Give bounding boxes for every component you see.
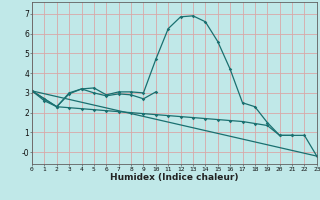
- X-axis label: Humidex (Indice chaleur): Humidex (Indice chaleur): [110, 173, 239, 182]
